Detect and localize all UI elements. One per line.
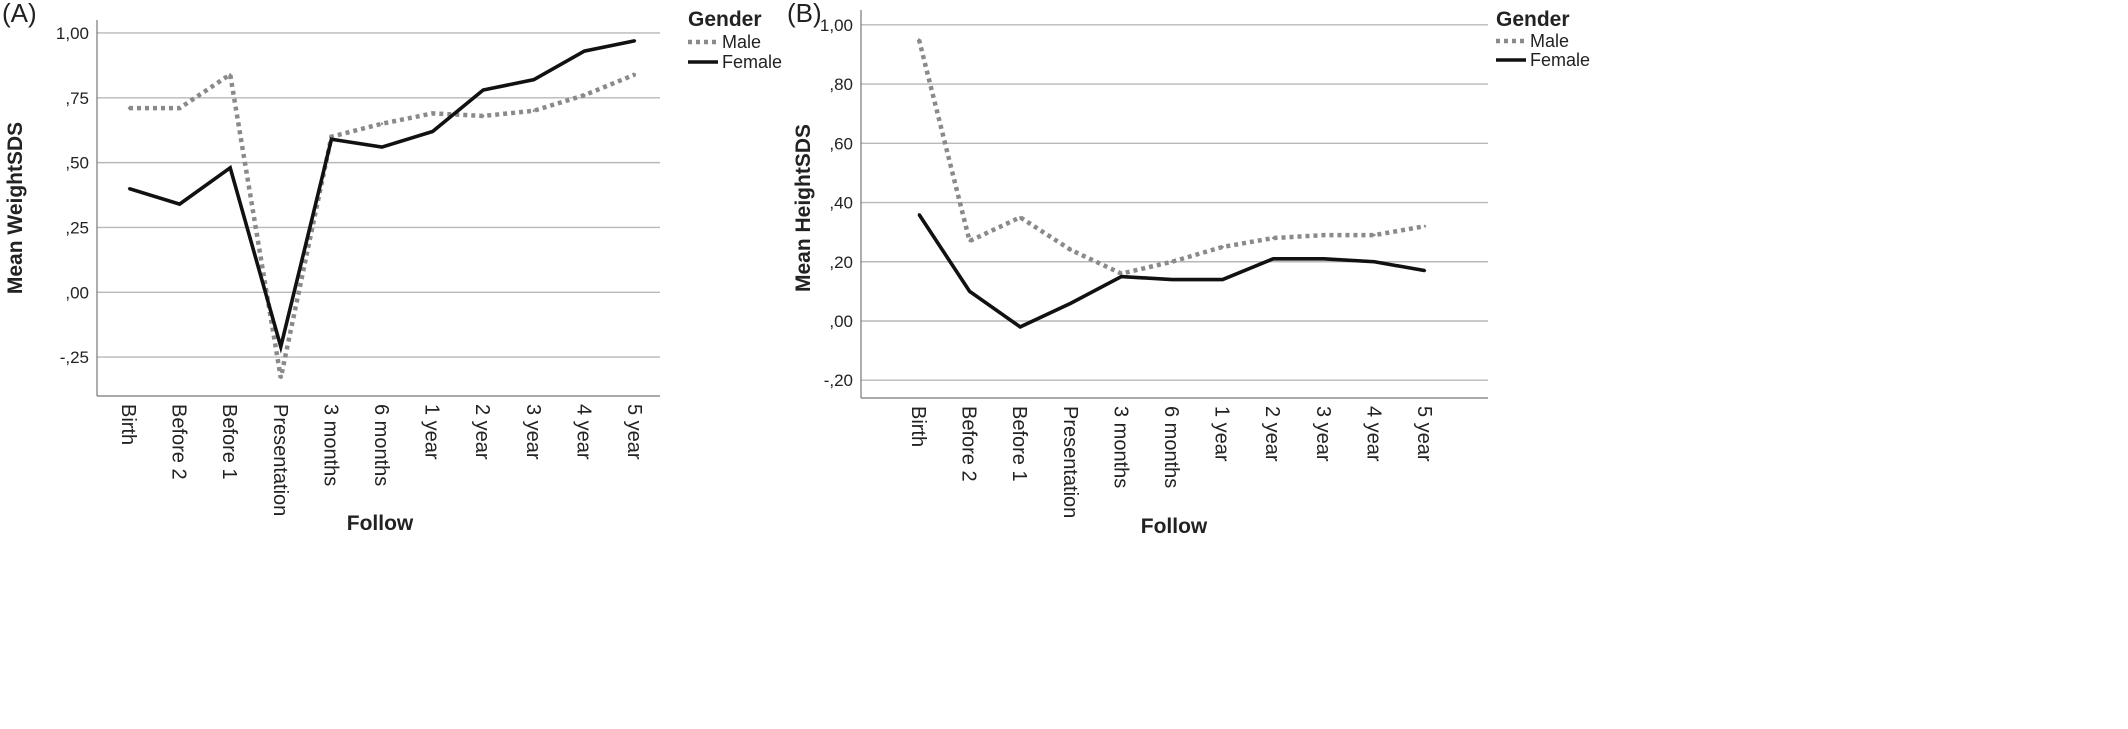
data-point-male [1373, 233, 1376, 237]
y-tick-label: 1,00 [820, 16, 853, 35]
data-point-male [968, 239, 971, 243]
x-tick-label: 2 year [1261, 406, 1283, 462]
data-point-female [1069, 302, 1073, 305]
data-point-female [1120, 275, 1123, 278]
data-point-male [1019, 216, 1022, 219]
legend-label-female: Female [1530, 50, 1590, 70]
x-tick-label: Birth [907, 406, 929, 447]
data-point-male [1170, 260, 1174, 263]
series-line-female [128, 38, 636, 354]
legend-title: Gender [688, 8, 762, 31]
y-tick-label: -,20 [824, 371, 853, 390]
y-tick-label: -,25 [60, 348, 89, 367]
data-point-female [1322, 257, 1326, 260]
x-tick-label: 1 year [421, 404, 443, 460]
series-line-male [129, 70, 636, 379]
x-tick-label: 4 year [572, 404, 594, 460]
data-point-male [380, 122, 384, 125]
data-point-female [1272, 257, 1275, 260]
data-point-male [330, 135, 333, 138]
data-point-female [633, 39, 637, 42]
data-point-male [1069, 248, 1073, 252]
x-tick-label: Before 2 [168, 404, 190, 480]
data-point-female [229, 166, 232, 170]
panel-a: (A) 1,00 ,75 ,50 ,25 ,00 -,25 Birth Before 2 Befo… [2, 0, 782, 535]
y-tick-label: ,00 [829, 312, 853, 331]
data-point-female [1221, 278, 1224, 281]
data-point-male [1272, 236, 1275, 240]
data-point-female [1423, 269, 1427, 272]
data-point-male [633, 73, 637, 76]
data-point-male [1120, 272, 1123, 275]
data-point-female [380, 145, 384, 149]
y-tick-label: ,50 [65, 154, 89, 173]
x-tick-label: Birth [117, 404, 139, 445]
data-point-male [229, 73, 232, 76]
x-tick-label: 2 year [471, 404, 493, 460]
x-tick-label: 1 year [1211, 406, 1233, 462]
x-tick-label: Presentation [269, 404, 291, 516]
data-point-male [431, 112, 434, 115]
x-tick-label: 5 year [623, 404, 645, 460]
data-point-male [178, 106, 181, 110]
data-point-male [917, 38, 921, 41]
y-tick-label: ,40 [829, 194, 853, 213]
x-axis-title: Follow [1141, 515, 1208, 538]
legend-label-male: Male [1530, 31, 1569, 51]
x-tick-label: 6 months [370, 404, 392, 486]
data-point-male [583, 94, 586, 97]
x-tick-label: 4 year [1362, 406, 1384, 462]
series-line-male [916, 39, 1426, 276]
data-point-female [917, 213, 921, 216]
data-point-male [482, 114, 485, 118]
y-tick-label: 1,00 [56, 24, 89, 43]
data-point-female [330, 138, 333, 141]
data-point-female [1019, 325, 1022, 329]
x-tick-label: 5 year [1413, 406, 1435, 462]
data-point-male [1221, 245, 1224, 249]
panel-label: (B) [787, 0, 822, 28]
x-tick-label: Before 2 [958, 406, 980, 482]
x-tick-label: 3 year [522, 404, 544, 460]
panel-b: (B)1,00 ,80 ,60 ,40 ,20 ,00 -,20 Birth Before 2 B… [787, 0, 1590, 538]
legend-label-female: Female [722, 52, 782, 72]
data-point-male [279, 376, 282, 380]
data-point-male [1423, 225, 1427, 228]
x-tick-label: 3 year [1312, 406, 1334, 462]
x-tick-label: Before 1 [218, 404, 240, 480]
y-tick-label: ,80 [829, 75, 853, 94]
legend-title: Gender [1496, 8, 1570, 31]
data-point-female [1170, 278, 1174, 281]
data-point-female [968, 290, 971, 293]
data-point-female [482, 88, 485, 92]
x-tick-label: Before 1 [1008, 406, 1030, 482]
x-tick-label: Presentation [1059, 406, 1081, 518]
data-point-female [127, 187, 131, 190]
x-tick-label: 3 months [319, 404, 341, 486]
data-point-female [532, 78, 535, 81]
x-axis-title: Follow [347, 512, 414, 535]
panel-label: (A) [2, 0, 37, 28]
y-axis-title: Mean WeightSDS [4, 122, 27, 294]
data-point-male [127, 106, 131, 110]
y-axis-title: Mean HeightSDS [792, 124, 815, 292]
y-tick-label: ,20 [829, 253, 853, 272]
legend-label-male: Male [722, 32, 761, 52]
data-point-female [178, 202, 181, 206]
y-tick-label: ,60 [829, 134, 853, 153]
data-point-female [279, 345, 282, 348]
x-tick-label: 3 months [1109, 406, 1131, 488]
x-tick-label: 6 months [1160, 406, 1182, 488]
y-tick-label: ,75 [65, 89, 89, 108]
data-point-male [1322, 233, 1326, 237]
y-tick-label: ,00 [65, 283, 89, 302]
data-point-female [583, 49, 586, 53]
data-point-male [532, 109, 535, 112]
data-point-female [431, 130, 434, 133]
data-point-female [1373, 260, 1376, 263]
y-tick-label: ,25 [65, 218, 89, 237]
